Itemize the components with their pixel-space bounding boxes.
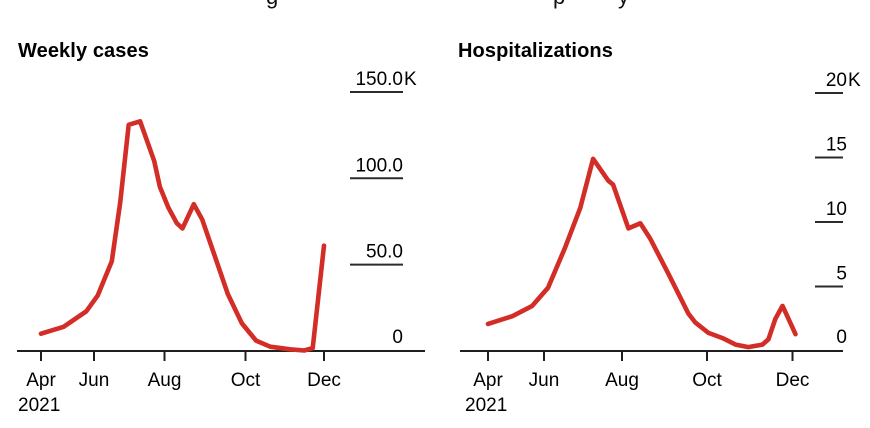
- hospitalizations-chart-title: Hospitalizations: [458, 40, 613, 62]
- weekly-cases-line: [38, 119, 327, 353]
- weekly-cases-x-tick-label: Apr: [26, 370, 56, 391]
- hospitalizations-x-year-label: 2021: [465, 395, 507, 416]
- weekly-cases-x-tick-label: Oct: [231, 370, 261, 391]
- weekly-cases-x-tick-label: Dec: [307, 370, 341, 391]
- hospitalizations-y-tick-unit: K: [848, 70, 861, 91]
- hospitalizations-x-tick-label: Oct: [692, 370, 722, 391]
- weekly-cases-y-tick-label: 150.0: [355, 69, 403, 90]
- weekly-cases-chart-title: Weekly cases: [18, 40, 149, 62]
- weekly-cases-y-tick-unit: K: [404, 69, 417, 90]
- hospitalizations-x-tick-label: Apr: [473, 370, 503, 391]
- hospitalizations-y-tick-label: 15: [826, 135, 847, 156]
- weekly-cases-y-tick-label: 100.0: [355, 155, 403, 176]
- hospitalizations-x-tick-label: Jun: [529, 370, 560, 391]
- weekly-cases-x-tick-label: Jun: [79, 370, 110, 391]
- cropped-headline: g p y: [0, 0, 870, 9]
- weekly-cases-x-year-label: 2021: [18, 395, 60, 416]
- hospitalizations-y-tick-label: 0: [836, 327, 847, 348]
- hospitalizations-line: [485, 156, 798, 350]
- weekly-cases-chart: Apr Jun Aug Oct Dec 2021 150.0 K 100.0 50.0 0: [17, 69, 425, 416]
- hospitalizations-y-tick-label: 10: [826, 199, 847, 220]
- weekly-cases-y-tick-label: 0: [392, 327, 403, 348]
- hospitalizations-y-tick-label: 5: [836, 264, 847, 285]
- headline-fragment: g: [266, 0, 278, 9]
- hospitalizations-x-tick-label: Aug: [605, 370, 639, 391]
- hospitalizations-y-tick-label: 20: [826, 70, 847, 91]
- hospitalizations-x-tick-label: Dec: [776, 370, 810, 391]
- weekly-cases-x-tick-label: Aug: [148, 370, 182, 391]
- weekly-cases-y-tick-label: 50.0: [366, 242, 403, 263]
- headline-fragment: y: [618, 0, 629, 9]
- headline-fragment: p: [553, 0, 565, 9]
- hospitalizations-chart: Apr Jun Aug Oct Dec 2021 20 K 15 10 5 0: [460, 70, 861, 416]
